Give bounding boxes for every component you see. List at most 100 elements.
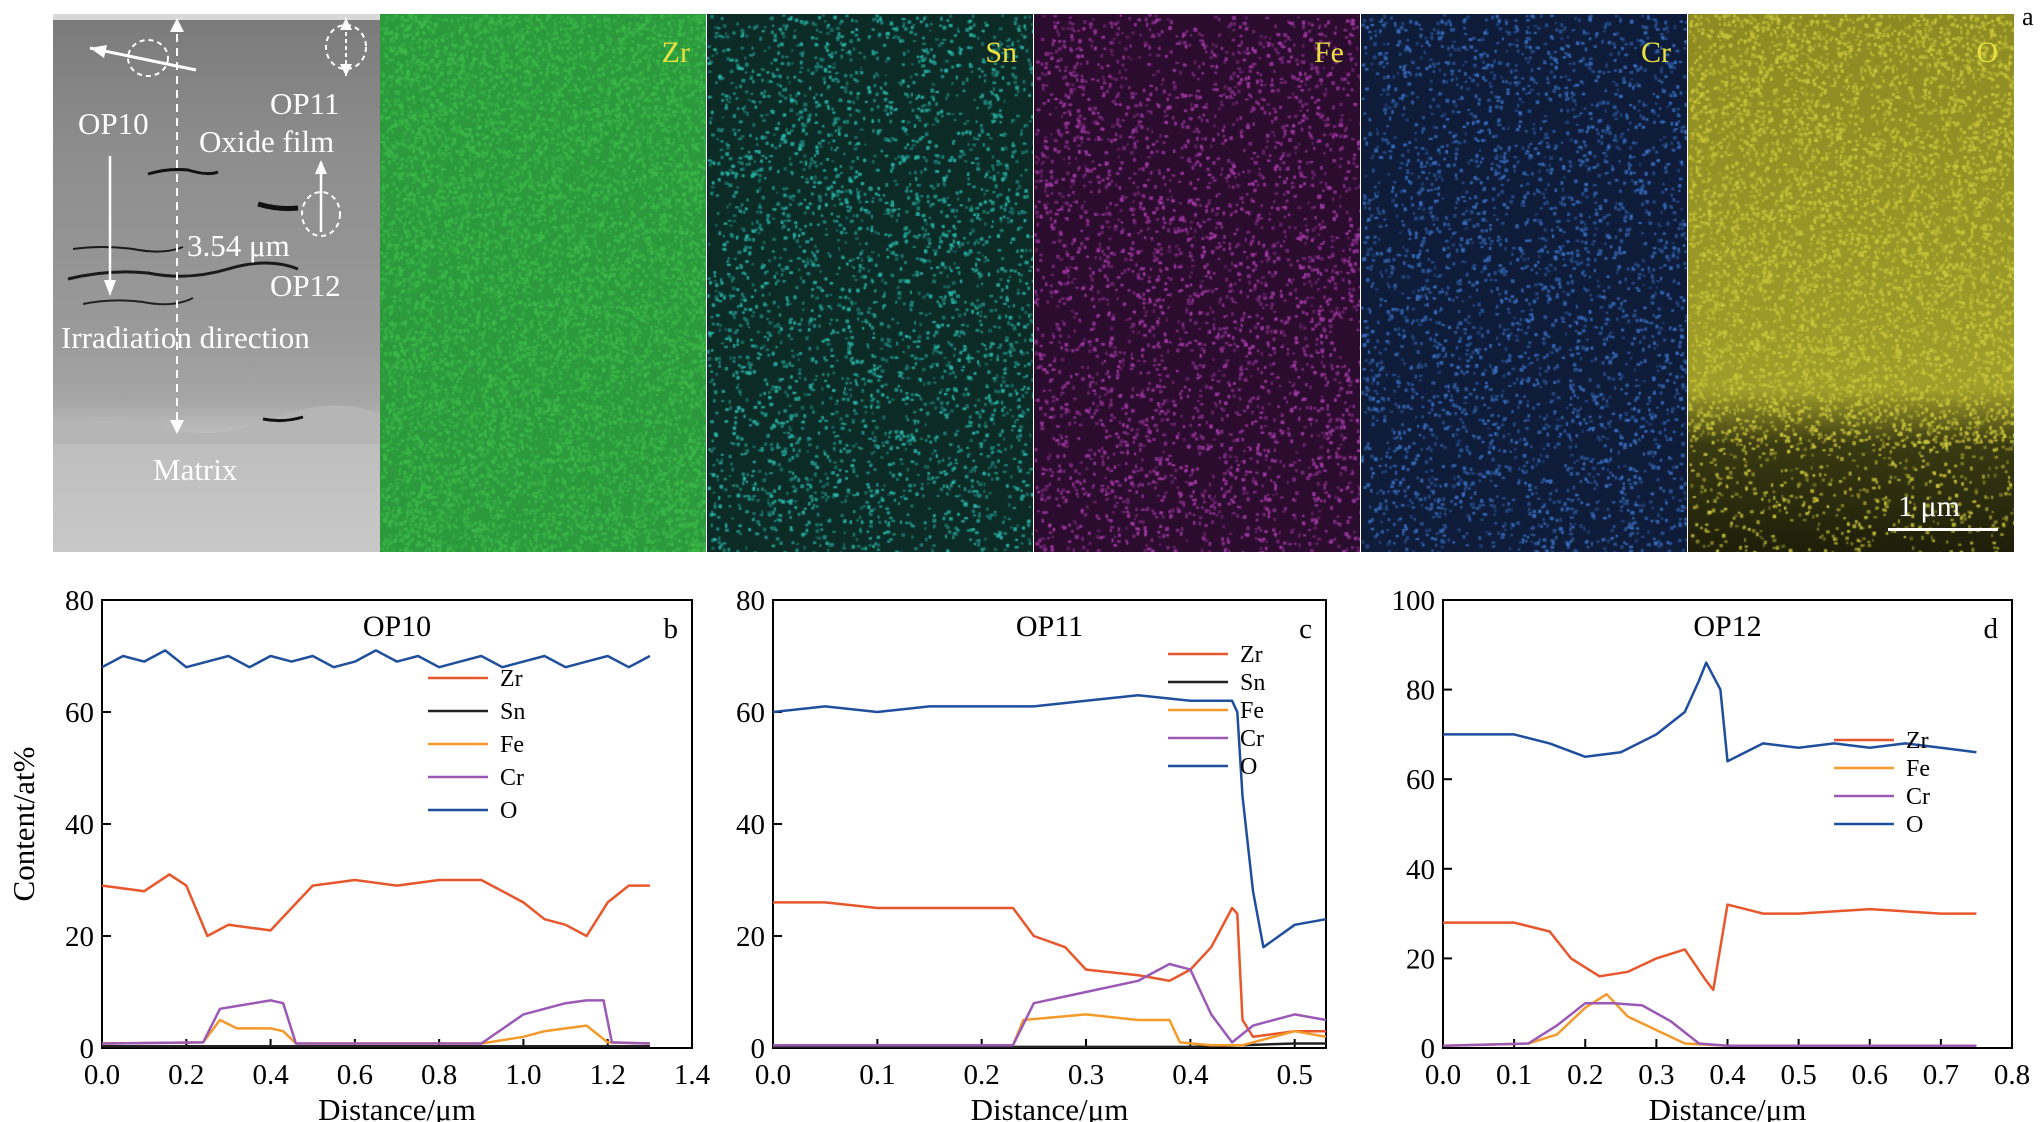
x-tick-label-c-1: 0.1 (859, 1059, 895, 1091)
y-tick-label-b-4: 80 (65, 585, 94, 617)
x-tick-label-b-3: 0.6 (337, 1059, 373, 1091)
legend-label-b-zr: Zr (500, 666, 523, 692)
y-tick-label-d-1: 20 (1406, 943, 1435, 975)
x-tick-label-d-5: 0.5 (1781, 1059, 1817, 1091)
eds-map-sn: Sn (707, 14, 1033, 552)
eds-map-cr-texture (1361, 14, 1687, 552)
y-tick-label-b-3: 60 (65, 697, 94, 729)
x-tick-label-c-5: 0.5 (1277, 1059, 1313, 1091)
x-tick-label-d-0: 0.0 (1425, 1059, 1461, 1091)
x-axis-label-b: Distance/μm (318, 1092, 476, 1122)
x-tick-label-c-4: 0.4 (1172, 1059, 1209, 1091)
y-tick-label-d-3: 60 (1406, 764, 1435, 796)
x-axis-label-c: Distance/μm (971, 1092, 1129, 1122)
y-tick-label-d-2: 40 (1406, 854, 1435, 886)
panel-letter-a: a (2022, 2, 2034, 31)
legend-label-c-zr: Zr (1240, 642, 1263, 668)
x-tick-label-c-3: 0.3 (1068, 1059, 1104, 1091)
x-tick-label-d-1: 0.1 (1496, 1059, 1532, 1091)
x-tick-label-c-2: 0.2 (964, 1059, 1000, 1091)
map-label-fe: Fe (1314, 36, 1344, 69)
eds-map-o-texture (1688, 14, 2014, 552)
eds-map-fe: Fe (1034, 14, 1360, 552)
map-label-cr: Cr (1641, 36, 1671, 69)
legend-label-c-o: O (1240, 754, 1257, 780)
x-tick-label-b-2: 0.4 (252, 1059, 289, 1091)
x-tick-label-b-4: 0.8 (421, 1059, 457, 1091)
series-line-d-zr (1443, 903, 1977, 992)
y-tick-label-d-5: 100 (1392, 585, 1436, 617)
y-tick-label-d-0: 0 (1421, 1033, 1436, 1065)
legend-label-c-cr: Cr (1240, 726, 1264, 752)
legend-label-c-fe: Fe (1240, 698, 1264, 724)
x-tick-label-d-3: 0.3 (1638, 1059, 1674, 1091)
series-line-d-cr (1442, 1001, 1977, 1048)
y-tick-label-c-2: 40 (736, 809, 765, 841)
map-label-sn: Sn (985, 36, 1017, 69)
legend-label-d-cr: Cr (1906, 784, 1930, 810)
panel-letter-c: c (1299, 613, 1312, 645)
sem-image (53, 14, 380, 552)
scale-bar (1888, 528, 1998, 531)
scale-bar-label: 1 μm (1898, 490, 1960, 523)
op12-label: OP12 (270, 268, 341, 303)
series-line-c-cr (773, 962, 1327, 1047)
series-line-b-fe (101, 1018, 650, 1045)
legend-label-d-zr: Zr (1906, 728, 1929, 754)
map-label-zr: Zr (661, 36, 690, 69)
thickness-label: 3.54 μm (187, 228, 290, 263)
irradiation-direction-label: Irradiation direction (61, 320, 310, 355)
y-tick-label-c-0: 0 (751, 1033, 766, 1065)
series-line-c-o (772, 693, 1327, 949)
eds-map-zr-texture (380, 14, 706, 552)
x-tick-label-b-7: 1.4 (674, 1059, 711, 1091)
y-axis-label-b: Content/at% (6, 747, 41, 902)
plot-frame-d (1442, 599, 2013, 1049)
sem-image-panel: OP10 OP11 Oxide film 3.54 μm OP12 Irradi… (53, 14, 380, 552)
x-tick-label-d-4: 0.4 (1709, 1059, 1746, 1091)
legend-label-b-o: O (500, 798, 517, 824)
x-tick-label-b-0: 0.0 (84, 1059, 120, 1091)
chart-title-c: OP11 (1016, 610, 1083, 643)
legend-label-d-fe: Fe (1906, 756, 1930, 782)
x-tick-label-b-5: 1.0 (505, 1059, 541, 1091)
x-tick-label-b-1: 0.2 (168, 1059, 204, 1091)
y-tick-label-c-4: 80 (736, 585, 765, 617)
y-tick-label-d-4: 80 (1406, 675, 1435, 707)
series-line-b-zr (101, 873, 650, 938)
x-axis-label-d: Distance/μm (1649, 1092, 1807, 1122)
eds-map-sn-texture (707, 14, 1033, 552)
chart-title-d: OP12 (1693, 610, 1761, 643)
op11-label: OP11 (270, 86, 340, 121)
oxide-film-label: Oxide film (199, 124, 335, 159)
map-label-o: O (1976, 36, 1998, 69)
y-tick-label-b-1: 20 (65, 921, 94, 953)
eds-map-cr: Cr (1361, 14, 1687, 552)
legend-label-b-sn: Sn (500, 699, 525, 725)
op10-label: OP10 (78, 106, 149, 141)
legend-label-c-sn: Sn (1240, 670, 1265, 696)
x-tick-label-d-7: 0.7 (1923, 1059, 1959, 1091)
eds-map-zr: Zr (380, 14, 706, 552)
legend-label-d-o: O (1906, 812, 1923, 838)
y-tick-label-b-2: 40 (65, 809, 94, 841)
series-line-b-cr (101, 999, 650, 1045)
chart-title-b: OP10 (363, 610, 431, 643)
series-line-b-o (101, 649, 651, 669)
legend-label-b-cr: Cr (500, 765, 524, 791)
panel-letter-d: d (1984, 613, 1999, 645)
panel-letter-b: b (664, 613, 679, 645)
legend-label-b-fe: Fe (500, 732, 524, 758)
y-tick-label-b-0: 0 (80, 1033, 95, 1065)
eds-map-fe-texture (1034, 14, 1360, 552)
series-line-c-zr (773, 901, 1326, 1039)
x-tick-label-d-2: 0.2 (1567, 1059, 1603, 1091)
x-tick-label-b-6: 1.2 (590, 1059, 626, 1091)
y-tick-label-c-1: 20 (736, 921, 765, 953)
eds-map-o: O 1 μm (1688, 14, 2014, 552)
x-tick-label-d-8: 0.8 (1994, 1059, 2030, 1091)
series-line-d-fe (1442, 992, 1977, 1048)
series-line-d-o (1443, 661, 1977, 763)
matrix-label: Matrix (153, 452, 238, 487)
